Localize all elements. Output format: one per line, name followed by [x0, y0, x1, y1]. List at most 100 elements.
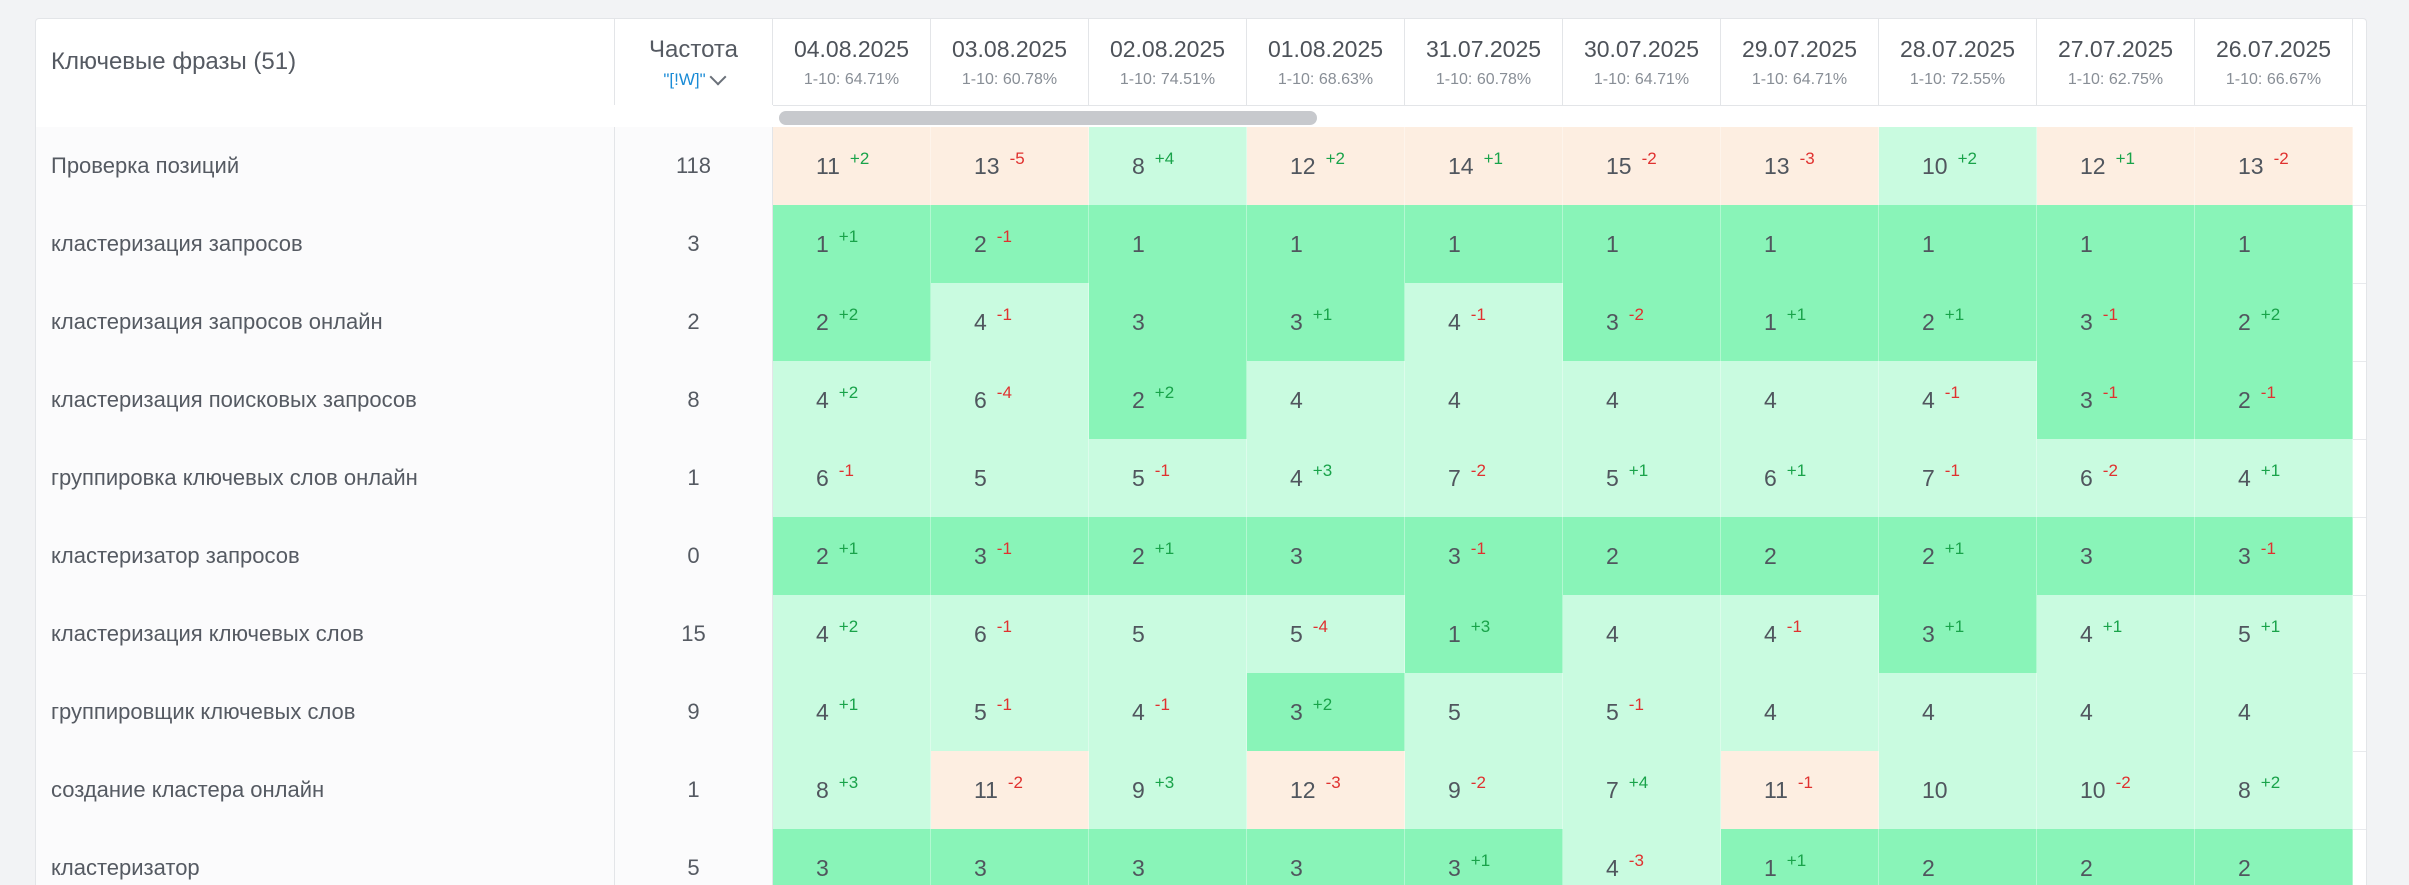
- position-cell[interactable]: 3 +1: [1405, 829, 1563, 885]
- position-cell[interactable]: 4 -1: [1405, 283, 1563, 361]
- table-row[interactable]: Проверка позиций 118 11 +2 13 -5 8 +4 12 +2 14 +1 15…: [36, 127, 2366, 206]
- position-cell[interactable]: 3: [1247, 517, 1405, 595]
- position-cell[interactable]: 3 +2: [1247, 673, 1405, 751]
- position-cell[interactable]: 2: [1563, 517, 1721, 595]
- position-cell[interactable]: 4 +2: [773, 361, 931, 439]
- date-column-header[interactable]: 01.08.2025 1-10: 68.63%: [1247, 19, 1405, 105]
- position-cell[interactable]: 3 -1: [2037, 361, 2195, 439]
- position-cell[interactable]: 13 -3: [1721, 127, 1879, 205]
- position-cell[interactable]: 15 -2: [1563, 127, 1721, 205]
- position-cell[interactable]: 3: [1089, 829, 1247, 885]
- position-cell[interactable]: 13 -2: [2195, 127, 2353, 205]
- date-column-header[interactable]: 28.07.2025 1-10: 72.55%: [1879, 19, 2037, 105]
- table-row[interactable]: группировщик ключевых слов 9 4 +1 5 -1 4 -1 3 +2 5…: [36, 673, 2366, 752]
- position-cell[interactable]: 5 -4: [1247, 595, 1405, 673]
- position-cell[interactable]: 4: [1563, 595, 1721, 673]
- keyword-phrase[interactable]: кластеризация ключевых слов: [36, 595, 615, 673]
- position-cell[interactable]: 12 +2: [1247, 127, 1405, 205]
- position-cell[interactable]: 2 +1: [773, 517, 931, 595]
- position-cell[interactable]: 8 +4: [1089, 127, 1247, 205]
- position-cell[interactable]: 10: [1879, 751, 2037, 829]
- position-cell[interactable]: 4: [1405, 361, 1563, 439]
- position-cell[interactable]: 6 -2: [2037, 439, 2195, 517]
- position-cell[interactable]: 5 -1: [1089, 439, 1247, 517]
- position-cell[interactable]: 3: [1089, 283, 1247, 361]
- position-cell[interactable]: 2 +2: [773, 283, 931, 361]
- position-cell[interactable]: 11 -2: [931, 751, 1089, 829]
- position-cell[interactable]: 9 +3: [1089, 751, 1247, 829]
- position-cell[interactable]: 3: [1247, 829, 1405, 885]
- position-cell[interactable]: 4 -1: [931, 283, 1089, 361]
- position-cell[interactable]: 10 +2: [1879, 127, 2037, 205]
- position-cell[interactable]: 7 -1: [1879, 439, 2037, 517]
- position-cell[interactable]: 6 -4: [931, 361, 1089, 439]
- position-cell[interactable]: 3 -1: [931, 517, 1089, 595]
- keyword-phrase[interactable]: кластеризация поисковых запросов: [36, 361, 615, 439]
- position-cell[interactable]: 2 -1: [2195, 361, 2353, 439]
- position-cell[interactable]: 4 +1: [2037, 595, 2195, 673]
- position-cell[interactable]: 3: [931, 829, 1089, 885]
- position-cell[interactable]: 8 +3: [773, 751, 931, 829]
- position-cell[interactable]: 3: [773, 829, 931, 885]
- phrases-column-header[interactable]: Ключевые фразы (51): [36, 19, 615, 105]
- position-cell[interactable]: 4: [2037, 673, 2195, 751]
- position-cell[interactable]: 5 +1: [2195, 595, 2353, 673]
- position-cell[interactable]: 4 +1: [2195, 439, 2353, 517]
- position-cell[interactable]: 2: [1721, 517, 1879, 595]
- position-cell[interactable]: 1: [1563, 205, 1721, 283]
- table-row[interactable]: кластеризация поисковых запросов 8 4 +2 6 -4 2…: [36, 361, 2366, 440]
- table-row[interactable]: кластеризатор запросов 0 2 +1 3 -1 2 +1 3 3 -1 2 2 2 +…: [36, 517, 2366, 596]
- position-cell[interactable]: 4 +3: [1247, 439, 1405, 517]
- date-column-header[interactable]: 26.07.2025 1-10: 66.67%: [2195, 19, 2353, 105]
- position-cell[interactable]: 4 +2: [773, 595, 931, 673]
- horizontal-scrollbar[interactable]: [773, 105, 2366, 127]
- position-cell[interactable]: 4: [1721, 361, 1879, 439]
- position-cell[interactable]: 12 -3: [1247, 751, 1405, 829]
- position-cell[interactable]: 4 -1: [1089, 673, 1247, 751]
- position-cell[interactable]: 4: [1879, 673, 2037, 751]
- date-column-header[interactable]: 29.07.2025 1-10: 64.71%: [1721, 19, 1879, 105]
- position-cell[interactable]: 6 -1: [931, 595, 1089, 673]
- position-cell[interactable]: 2 +1: [1879, 283, 2037, 361]
- keyword-phrase[interactable]: кластеризатор запросов: [36, 517, 615, 595]
- keyword-phrase[interactable]: кластеризатор: [36, 829, 615, 885]
- position-cell[interactable]: 2 +2: [2195, 283, 2353, 361]
- keyword-phrase[interactable]: создание кластера онлайн: [36, 751, 615, 829]
- table-row[interactable]: создание кластера онлайн 1 8 +3 11 -2 9 +3 12 -3 9…: [36, 751, 2366, 830]
- position-cell[interactable]: 1 +3: [1405, 595, 1563, 673]
- table-row[interactable]: группировка ключевых слов онлайн 1 6 -1 5 5 -1…: [36, 439, 2366, 518]
- keyword-phrase[interactable]: группировщик ключевых слов: [36, 673, 615, 751]
- date-column-header[interactable]: 27.07.2025 1-10: 62.75%: [2037, 19, 2195, 105]
- position-cell[interactable]: 4 +1: [773, 673, 931, 751]
- position-cell[interactable]: 3 -1: [2195, 517, 2353, 595]
- position-cell[interactable]: 1: [2037, 205, 2195, 283]
- position-cell[interactable]: 1 +1: [1721, 283, 1879, 361]
- position-cell[interactable]: 2: [2195, 829, 2353, 885]
- position-cell[interactable]: 5: [931, 439, 1089, 517]
- position-cell[interactable]: 1: [1247, 205, 1405, 283]
- position-cell[interactable]: 2 +2: [1089, 361, 1247, 439]
- position-cell[interactable]: 7 +4: [1563, 751, 1721, 829]
- table-row[interactable]: кластеризация ключевых слов 15 4 +2 6 -1 5 5 -4 1…: [36, 595, 2366, 674]
- position-cell[interactable]: 3 +1: [1247, 283, 1405, 361]
- position-cell[interactable]: 5: [1089, 595, 1247, 673]
- position-cell[interactable]: 3 -2: [1563, 283, 1721, 361]
- position-cell[interactable]: 1: [1405, 205, 1563, 283]
- position-cell[interactable]: 6 +1: [1721, 439, 1879, 517]
- date-column-header[interactable]: 03.08.2025 1-10: 60.78%: [931, 19, 1089, 105]
- position-cell[interactable]: 2 -1: [931, 205, 1089, 283]
- position-cell[interactable]: 10 -2: [2037, 751, 2195, 829]
- position-cell[interactable]: 1: [1089, 205, 1247, 283]
- table-row[interactable]: кластеризатор 5 3 3 3 3 3 +1 4 -3 1 +1 2 2 2: [36, 829, 2366, 885]
- position-cell[interactable]: 4: [1721, 673, 1879, 751]
- date-column-header[interactable]: 04.08.2025 1-10: 64.71%: [773, 19, 931, 105]
- keyword-phrase[interactable]: группировка ключевых слов онлайн: [36, 439, 615, 517]
- position-cell[interactable]: 5 -1: [1563, 673, 1721, 751]
- scrollbar-thumb[interactable]: [779, 111, 1317, 125]
- position-cell[interactable]: 5 +1: [1563, 439, 1721, 517]
- position-cell[interactable]: 11 -1: [1721, 751, 1879, 829]
- position-cell[interactable]: 1: [1721, 205, 1879, 283]
- table-row[interactable]: кластеризация запросов онлайн 2 2 +2 4 -1 3 3 +1…: [36, 283, 2366, 362]
- position-cell[interactable]: 4: [1247, 361, 1405, 439]
- position-cell[interactable]: 4 -1: [1879, 361, 2037, 439]
